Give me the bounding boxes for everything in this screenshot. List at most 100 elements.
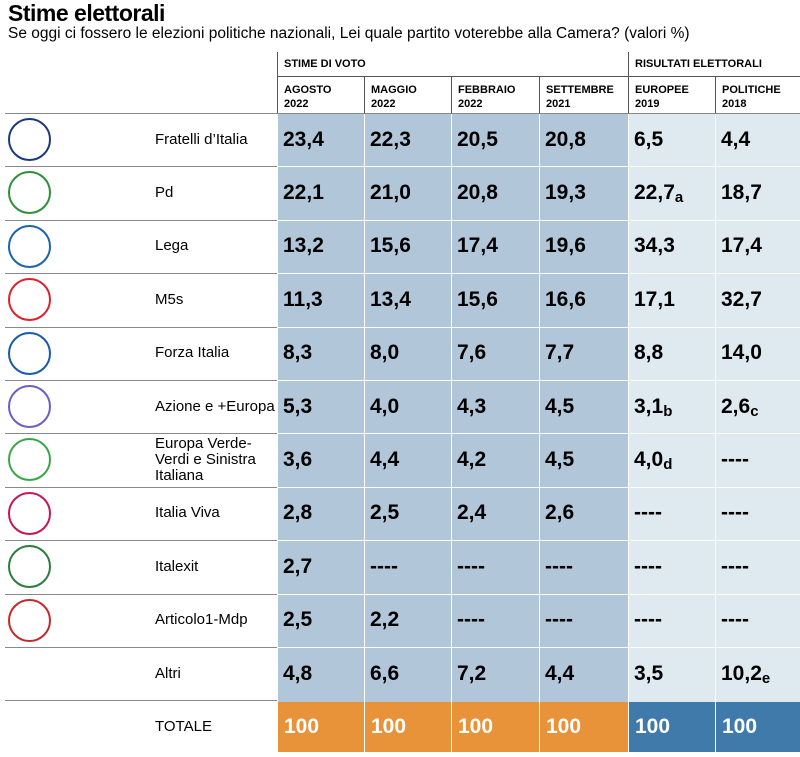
row-line-left (5, 486, 277, 488)
party-logo (8, 438, 51, 482)
cell: 15,6 (370, 234, 411, 258)
column-header: POLITICHE 2018 (715, 77, 800, 113)
cell: 17,4 (721, 234, 762, 258)
cell: 17,1 (634, 287, 675, 311)
cell-value: 10,2 (721, 661, 762, 685)
column-header-line: EUROPEE (635, 84, 689, 96)
column-bg (539, 113, 628, 703)
cell: 7,6 (457, 341, 487, 365)
cell: 22,7 a (628, 166, 715, 219)
column-header-line: FEBBRAIO (458, 84, 516, 96)
party-logo (8, 491, 51, 535)
column-header-line: 2022 (284, 98, 309, 110)
cell: 2,4 (457, 501, 487, 525)
cell: 16,6 (545, 287, 586, 311)
cell: 7,2 (457, 661, 487, 685)
party-logo (8, 545, 51, 589)
cell-value: 22,7 (634, 181, 675, 205)
row-line-left (5, 113, 277, 114)
column-header: FEBBRAIO 2022 (451, 77, 539, 113)
cell: 23,4 (283, 127, 324, 151)
cell: 13,2 (283, 234, 324, 258)
party-name: Italia Viva (155, 504, 220, 522)
cell: 4,0 d (628, 433, 715, 486)
cell-value: 3,1 (634, 394, 664, 418)
cell: 3,1 b (628, 380, 715, 433)
party-name: Forza Italia (155, 344, 230, 362)
column-header-line: SETTEMBRE (546, 84, 614, 96)
row-line (5, 166, 800, 168)
party-name: Pd (155, 184, 174, 202)
row-line-left (5, 273, 277, 275)
column-bg (715, 113, 800, 703)
row-line-left (5, 647, 277, 648)
row-line (5, 540, 800, 542)
group-header: STIME DI VOTO (277, 52, 628, 77)
column-header-line: 2018 (722, 98, 747, 110)
cell: 3,5 (634, 661, 664, 685)
cell: ---- (721, 608, 749, 632)
column-header: MAGGIO 2022 (364, 77, 451, 113)
cell: 8,8 (634, 341, 664, 365)
cell: 100 (628, 702, 715, 753)
cell: 5,3 (283, 394, 313, 418)
column-bg (364, 113, 451, 703)
cell: 100 (277, 702, 364, 753)
row-line-left (5, 219, 277, 221)
row-line (5, 647, 800, 648)
column-header: SETTEMBRE 2021 (539, 77, 628, 113)
cell: 100 (451, 702, 539, 753)
column-header-line: 2022 (371, 98, 396, 110)
party-name: Articolo1-Mdp (155, 611, 248, 629)
party-logo (8, 385, 51, 428)
cell: 34,3 (634, 234, 675, 258)
cell-value: 2,6 (721, 394, 751, 418)
party-logo (8, 598, 51, 642)
row-line-left (5, 433, 277, 435)
cell: ---- (545, 608, 573, 632)
cell: 4,2 (457, 448, 487, 472)
cell: 100 (715, 702, 800, 753)
cell: 2,2 (370, 608, 400, 632)
cell: 32,7 (721, 287, 762, 311)
cell: 20,8 (545, 127, 586, 151)
row-line (5, 433, 800, 435)
party-logo (8, 118, 51, 161)
cell: 6,5 (634, 127, 664, 151)
cell: 4,4 (545, 661, 575, 685)
column-bg (628, 113, 715, 703)
cell: 3,6 (283, 448, 313, 472)
row-line (5, 593, 800, 595)
cell: 15,6 (457, 287, 498, 311)
party-name: Fratelli d’Italia (155, 130, 248, 148)
cell: 2,6 (545, 501, 575, 525)
cell: 22,3 (370, 127, 411, 151)
party-logo (8, 171, 51, 215)
column-header-line: 2019 (635, 98, 660, 110)
party-name: Lega (155, 237, 189, 255)
column-bg (451, 113, 539, 703)
cell: 19,6 (545, 234, 586, 258)
subtitle: Se oggi ci fossero le elezioni politiche… (8, 25, 690, 42)
cell: 8,0 (370, 341, 400, 365)
cell: ---- (370, 554, 398, 578)
cell: 4,5 (545, 394, 575, 418)
column-header: EUROPEE 2019 (628, 77, 715, 113)
group-header: RISULTATI ELETTORALI (628, 52, 800, 77)
party-name: Italexit (155, 557, 199, 575)
cell-note: c (750, 402, 759, 420)
cell: 13,4 (370, 287, 411, 311)
cell: 4,3 (457, 394, 487, 418)
cell: 100 (539, 702, 628, 753)
cell: 2,7 (283, 554, 313, 578)
party-logo (8, 331, 51, 375)
cell: 20,5 (457, 127, 498, 151)
column-header: AGOSTO 2022 (277, 77, 364, 113)
cell: 2,8 (283, 501, 313, 525)
cell: 4,8 (283, 661, 313, 685)
cell: ---- (457, 554, 485, 578)
column-header-line: POLITICHE (722, 84, 781, 96)
row-line-left (5, 593, 277, 595)
row-line-left (5, 540, 277, 542)
